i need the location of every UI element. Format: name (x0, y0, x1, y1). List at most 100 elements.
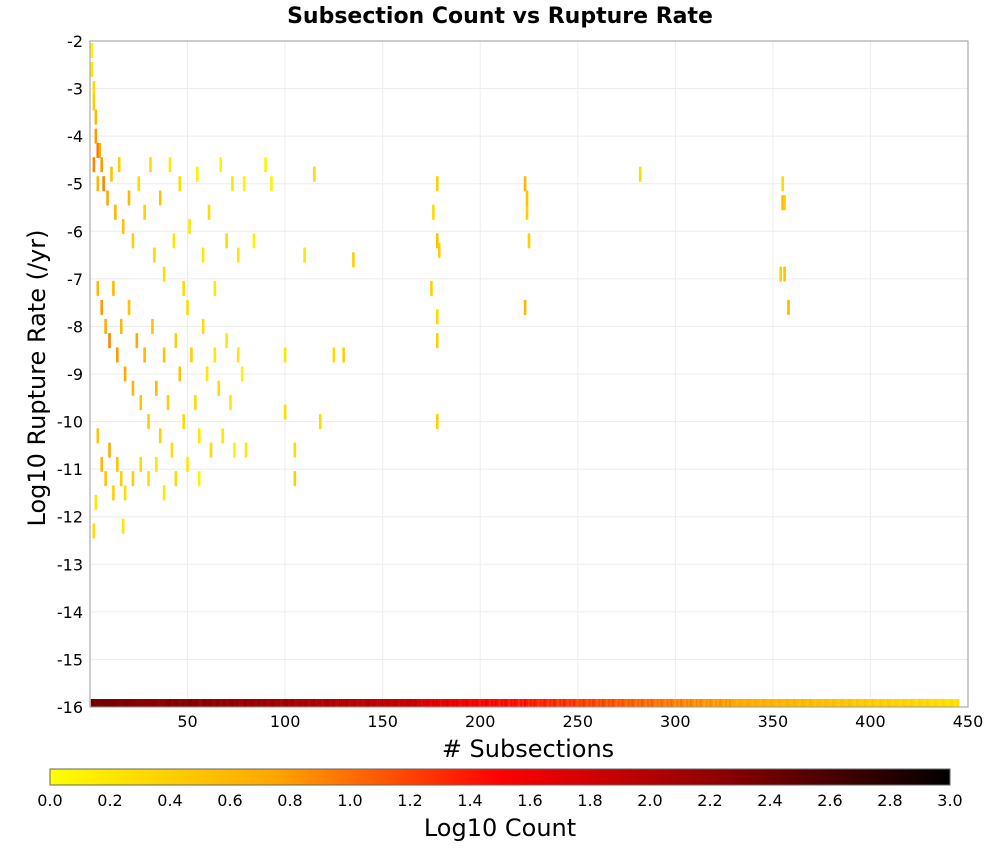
heatmap-cell (857, 699, 860, 707)
heatmap-cell (217, 699, 220, 707)
heatmap-cell (414, 699, 417, 707)
heatmap-cell (108, 699, 111, 707)
heatmap-cell (619, 699, 622, 707)
heatmap-cell (139, 699, 142, 707)
x-tick-label: 300 (660, 712, 691, 731)
heatmap-cell (133, 699, 136, 707)
heatmap-cell (258, 699, 261, 707)
heatmap-cell (430, 280, 433, 296)
heatmap-cell (244, 699, 248, 707)
heatmap-cell (123, 485, 127, 501)
heatmap-cell (775, 699, 778, 707)
heatmap-cell (131, 233, 135, 249)
heatmap-cell (584, 699, 587, 707)
heatmap-cell (697, 699, 700, 707)
heatmap-cell (803, 699, 806, 707)
heatmap-cell (629, 699, 632, 707)
heatmap-cell (272, 699, 275, 707)
heatmap-cell (96, 142, 100, 158)
heatmap-cell (525, 204, 529, 220)
heatmap-cell (94, 494, 98, 510)
heatmap-cell (362, 699, 365, 707)
heatmap-cell (510, 699, 513, 707)
heatmap-cell (108, 333, 111, 349)
heatmap-cell (588, 699, 591, 707)
heatmap-cell (779, 699, 782, 707)
colorbar-tick-label: 2.6 (817, 791, 842, 810)
heatmap-cell (428, 699, 431, 707)
heatmap-cell (437, 242, 441, 258)
heatmap-cell (174, 333, 178, 349)
heatmap-cell (789, 699, 792, 707)
heatmap-cell (229, 395, 232, 411)
heatmap-cell (545, 699, 548, 707)
heatmap-cell (713, 699, 716, 707)
heatmap-cell (438, 699, 441, 707)
colorbar-tick-label: 1.4 (457, 791, 482, 810)
heatmap-cell (602, 699, 605, 707)
heatmap-cell (213, 280, 217, 296)
heatmap-cell (668, 699, 671, 707)
heatmap-cell (664, 699, 667, 707)
heatmap-cell (771, 699, 774, 707)
heatmap-cell (931, 699, 934, 707)
heatmap-cell (525, 699, 529, 707)
heatmap-cell (502, 699, 505, 707)
heatmap-cell (574, 699, 577, 707)
heatmap-cell (662, 699, 665, 707)
heatmap-cell (323, 699, 326, 707)
heatmap-cell (812, 699, 815, 707)
heatmap-cell (781, 176, 784, 192)
heatmap-cell (340, 699, 343, 707)
heatmap-cell (508, 699, 511, 707)
heatmap-cell (549, 699, 552, 707)
heatmap-cell (927, 699, 931, 707)
heatmap-cell (894, 699, 897, 707)
heatmap-cell (98, 699, 101, 707)
heatmap-cell (393, 699, 396, 707)
heatmap-cell (100, 456, 104, 472)
heatmap-cell (672, 699, 675, 707)
y-tick-label: -3 (67, 80, 83, 99)
heatmap-cell (153, 699, 156, 707)
heatmap-cell (828, 699, 831, 707)
heatmap-cell (221, 428, 224, 444)
heatmap-cell (90, 43, 94, 59)
heatmap-cell (92, 95, 96, 111)
heatmap-cell (285, 699, 289, 707)
heatmap-cell (883, 699, 886, 707)
heatmap-cell (143, 204, 146, 220)
heatmap-cell (529, 699, 533, 707)
colorbar-label: Log10 Count (424, 814, 576, 842)
heatmap-cell (525, 190, 529, 206)
heatmap-cell (319, 699, 322, 707)
heatmap-cell (783, 195, 786, 211)
heatmap-cell (186, 299, 189, 315)
heatmap-cell (112, 699, 115, 707)
heatmap-cell (557, 699, 560, 707)
heatmap-cell (890, 699, 894, 707)
heatmap-cell (736, 699, 739, 707)
x-tick-label: 150 (367, 712, 398, 731)
heatmap-cell (609, 699, 613, 707)
heatmap-cell (633, 699, 636, 707)
heatmap-cell (124, 699, 127, 707)
heatmap-cell (141, 699, 144, 707)
heatmap-cell (523, 699, 527, 707)
heatmap-cell (151, 699, 154, 707)
heatmap-cell (467, 699, 470, 707)
heatmap-cell (178, 699, 181, 707)
heatmap-cell (162, 485, 166, 501)
heatmap-cell (209, 699, 213, 707)
heatmap-cell (639, 699, 642, 707)
heatmap-cell (561, 699, 564, 707)
colorbar (49, 768, 951, 786)
heatmap-cell (660, 699, 663, 707)
heatmap-cell (685, 699, 689, 707)
heatmap-cell (360, 699, 363, 707)
heatmap-cell (90, 62, 94, 78)
heatmap-cell (678, 699, 681, 707)
heatmap-cell (151, 318, 154, 334)
heatmap-cell (264, 157, 267, 173)
heatmap-cell (762, 699, 765, 707)
